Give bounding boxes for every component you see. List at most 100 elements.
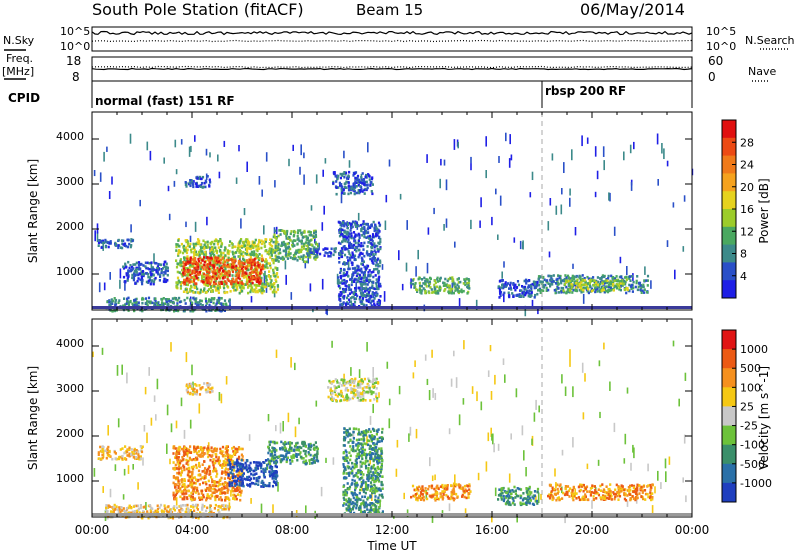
- echo-cell: [462, 282, 465, 285]
- echo-cell: [190, 276, 193, 279]
- echo-cell: [201, 463, 204, 466]
- echo-cell: [357, 394, 360, 398]
- echo-cell: [276, 258, 279, 262]
- echo-cell: [368, 253, 371, 256]
- freq-trace: [91, 67, 693, 71]
- echo-cell: [355, 191, 358, 195]
- echo-cell: [373, 302, 376, 306]
- echo-cell: [457, 281, 460, 284]
- echo-cell: [371, 291, 374, 294]
- echo-cell: [186, 248, 189, 252]
- echo-cell: [350, 381, 353, 384]
- echo-cell: [504, 283, 507, 286]
- echo-cell: [236, 272, 239, 275]
- echo-cell: [457, 285, 460, 288]
- echo-cell: [181, 447, 184, 451]
- echo-cell: [172, 452, 175, 455]
- echo-cell: [350, 388, 353, 392]
- echo-cell: [207, 300, 210, 303]
- echo-cell: [157, 302, 160, 305]
- echo-cell: [206, 452, 209, 455]
- echo-cell: [353, 172, 356, 175]
- echo-cell: [415, 428, 418, 439]
- echo-cell: [327, 254, 330, 258]
- echo-cell: [367, 294, 370, 298]
- echo-cell: [335, 186, 338, 189]
- echo-cell: [337, 385, 341, 388]
- echo-cell: [121, 364, 123, 375]
- echo-cell: [177, 462, 180, 466]
- echo-cell: [213, 495, 217, 499]
- echo-cell: [436, 280, 439, 283]
- echo-cell: [100, 457, 103, 461]
- echo-cell: [406, 220, 408, 230]
- echo-cell: [142, 273, 145, 276]
- echo-cell: [166, 279, 169, 282]
- echo-cell: [364, 175, 367, 179]
- echo-cell: [276, 288, 279, 291]
- echo-cell: [448, 287, 451, 290]
- echo-cell: [246, 161, 248, 173]
- echo-cell: [244, 274, 247, 278]
- echo-cell: [547, 221, 550, 231]
- echo-cell: [456, 288, 459, 291]
- echo-cell: [265, 278, 268, 282]
- echo-cell: [294, 231, 297, 234]
- echo-cell: [503, 291, 506, 295]
- echo-cell: [219, 261, 222, 265]
- echo-cell: [342, 235, 345, 238]
- echo-cell: [358, 236, 361, 239]
- echo-cell: [604, 285, 607, 289]
- echo-cell: [609, 381, 611, 391]
- echo-cell: [124, 451, 127, 454]
- echo-cell: [363, 222, 366, 226]
- echo-cell: [276, 255, 279, 259]
- echo-cell: [366, 288, 369, 291]
- echo-cell: [365, 231, 368, 235]
- echo-cell: [266, 463, 268, 471]
- echo-cell: [454, 474, 456, 486]
- echo-cell: [521, 292, 524, 295]
- echo-cell: [366, 382, 369, 386]
- echo-cell: [173, 309, 176, 313]
- echo-cell: [532, 280, 535, 284]
- echo-cell: [640, 286, 643, 290]
- echo-cell: [185, 489, 188, 493]
- echo-cell: [196, 276, 199, 280]
- echo-cell: [290, 230, 293, 233]
- echo-cell: [217, 456, 220, 459]
- echo-cell: [360, 277, 363, 281]
- echo-cell: [363, 188, 366, 192]
- echo-cell: [175, 309, 178, 312]
- echo-cell: [234, 251, 238, 254]
- echo-cell: [140, 274, 143, 278]
- echo-cell: [622, 282, 625, 286]
- echo-cell: [618, 286, 621, 289]
- echo-cell: [452, 482, 455, 489]
- echo-cell: [241, 282, 244, 285]
- echo-cell: [235, 270, 238, 274]
- echo-cell: [475, 299, 478, 310]
- echo-cell: [270, 249, 273, 252]
- echo-cell: [294, 362, 296, 371]
- echo-cell: [443, 281, 446, 285]
- echo-cell: [424, 291, 427, 295]
- echo-cell: [158, 273, 162, 277]
- echo-cell: [221, 265, 224, 268]
- echo-cell: [365, 236, 368, 239]
- echo-cell: [388, 159, 391, 167]
- echo-cell: [210, 258, 213, 262]
- echo-cell: [632, 280, 635, 284]
- echo-cell: [338, 252, 341, 255]
- echo-cell: [166, 266, 169, 270]
- echo-cell: [154, 300, 157, 303]
- echo-cell: [244, 260, 247, 264]
- echo-cell: [575, 280, 579, 283]
- echo-cell: [345, 273, 348, 277]
- echo-cell: [258, 276, 261, 280]
- echo-cell: [209, 475, 213, 479]
- echo-cell: [346, 399, 349, 402]
- echo-cell: [260, 276, 263, 280]
- echo-cell: [185, 240, 188, 244]
- echo-cell: [557, 286, 560, 290]
